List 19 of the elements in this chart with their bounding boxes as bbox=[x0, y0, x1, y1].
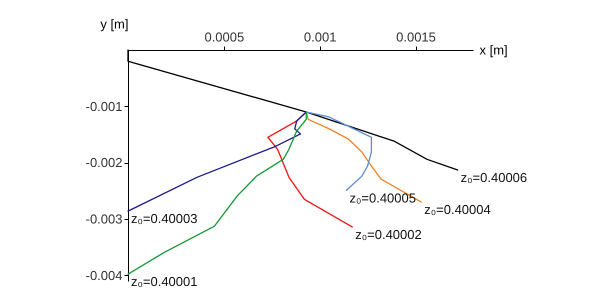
y-tick-label: -0.002 bbox=[86, 155, 122, 170]
x-tick-label: 0.001 bbox=[304, 30, 336, 44]
line-series bbox=[127, 111, 307, 212]
line-series bbox=[306, 111, 422, 203]
line-series bbox=[306, 111, 372, 191]
series-label: z₀=0.40006 bbox=[460, 170, 528, 186]
y-tick-label: -0.003 bbox=[86, 212, 122, 227]
series-label: z₀=0.40004 bbox=[424, 202, 491, 218]
x-tick-label: 0.0005 bbox=[204, 30, 244, 44]
y-axis-title: y [m] bbox=[100, 16, 128, 32]
series-label: z₀=0.40003 bbox=[131, 211, 198, 226]
y-tick-label: -0.001 bbox=[86, 98, 122, 114]
series-label: z₀=0.40001 bbox=[131, 274, 198, 290]
line-series bbox=[127, 111, 307, 275]
x-tick-label: 0.0015 bbox=[396, 30, 436, 44]
series-label: z₀=0.40005 bbox=[350, 190, 416, 206]
y-tick-label: -0.004 bbox=[86, 268, 122, 283]
series-label: z₀=0.40002 bbox=[355, 226, 422, 242]
x-axis-title: x [m] bbox=[480, 42, 508, 58]
